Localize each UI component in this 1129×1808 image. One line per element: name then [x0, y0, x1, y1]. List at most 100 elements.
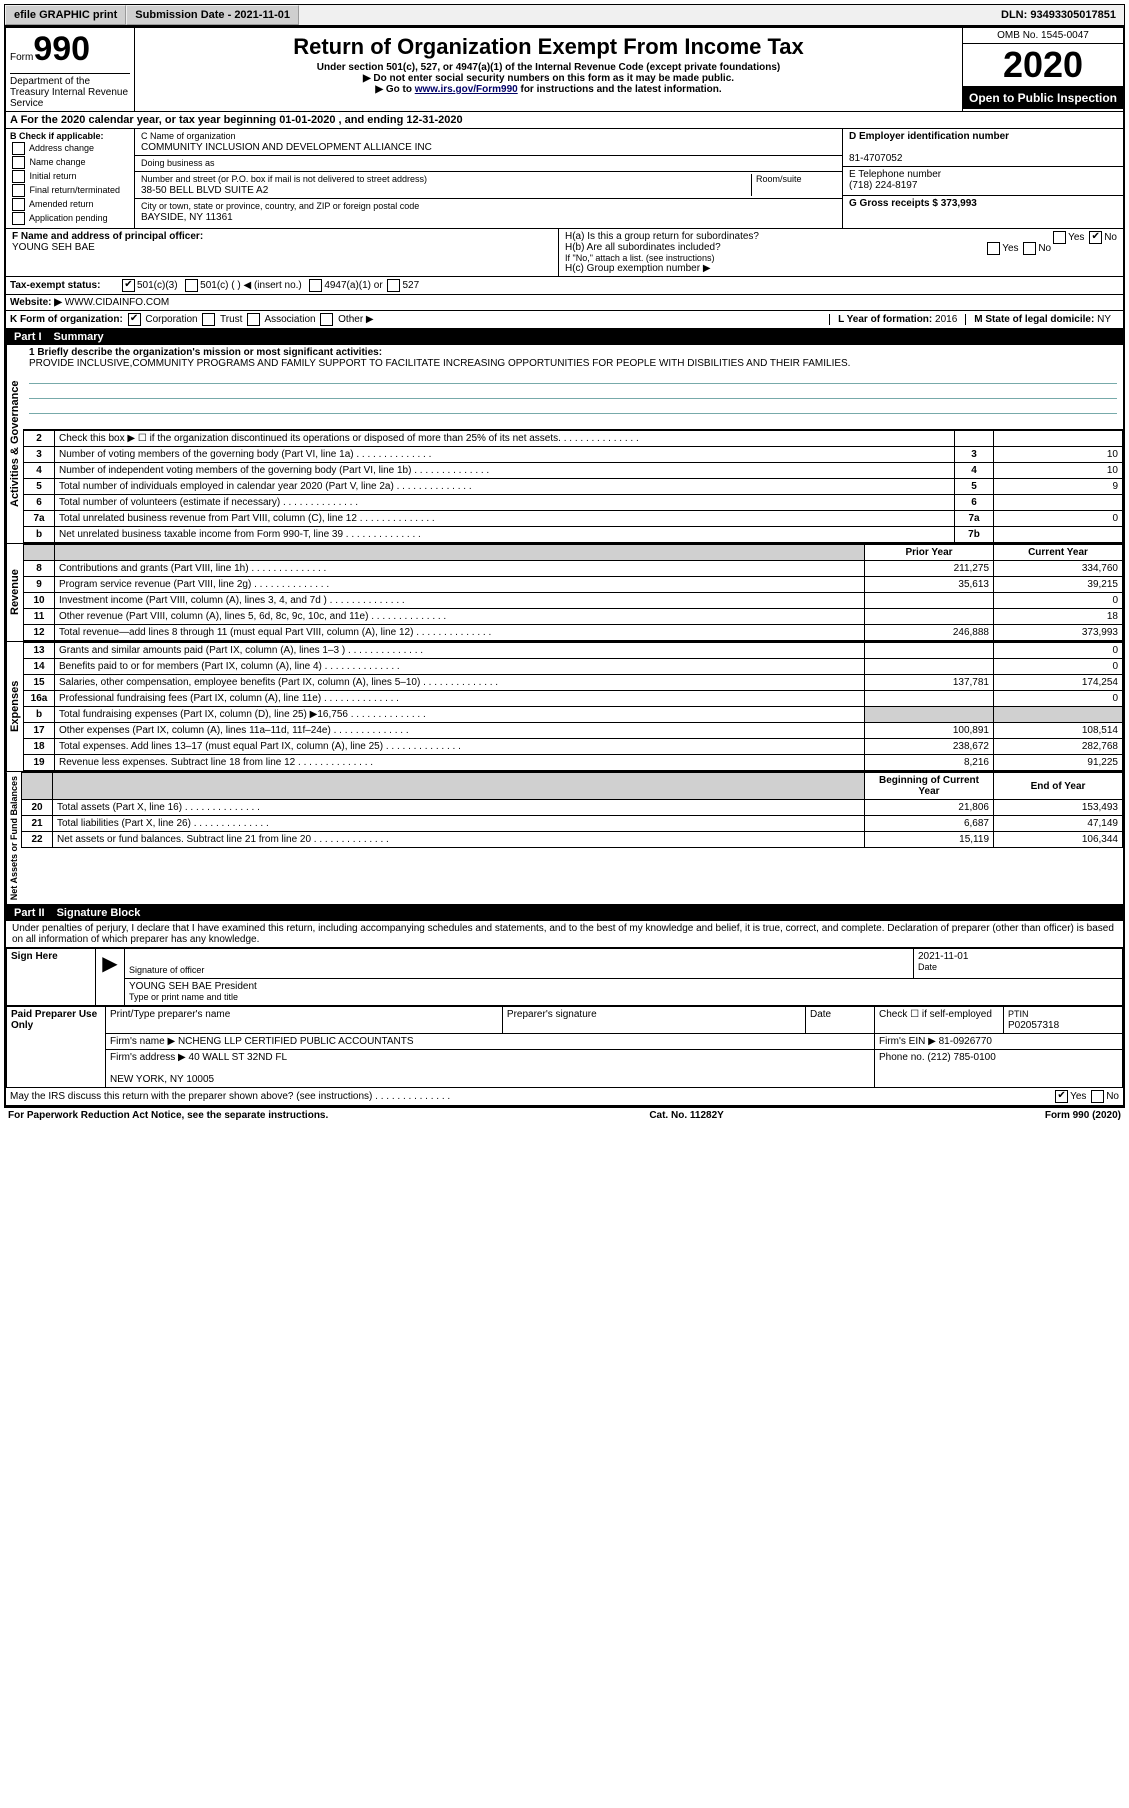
- irs-link[interactable]: www.irs.gov/Form990: [415, 84, 518, 95]
- firm-addr-label: Firm's address ▶: [110, 1052, 186, 1063]
- firm-name: NCHENG LLP CERTIFIED PUBLIC ACCOUNTANTS: [178, 1036, 414, 1047]
- sig-officer-label: Signature of officer: [129, 965, 204, 975]
- hc-label: H(c) Group exemption number ▶: [565, 263, 1117, 274]
- discuss-question: May the IRS discuss this return with the…: [10, 1091, 450, 1102]
- form-990-number: 990: [33, 30, 90, 68]
- netassets-label: Net Assets or Fund Balances: [6, 772, 21, 904]
- footer: For Paperwork Reduction Act Notice, see …: [4, 1108, 1125, 1123]
- discuss-no-checkbox[interactable]: [1091, 1090, 1104, 1103]
- tax-year: 2020: [963, 44, 1123, 87]
- form-container: Form990 Department of the Treasury Inter…: [4, 26, 1125, 1108]
- org-name: COMMUNITY INCLUSION AND DEVELOPMENT ALLI…: [141, 142, 432, 153]
- mission-label: 1 Briefly describe the organization's mi…: [29, 347, 382, 358]
- app-pending-checkbox[interactable]: [12, 212, 25, 225]
- governance-table: 2Check this box ▶ ☐ if the organization …: [23, 430, 1123, 543]
- footer-mid: Cat. No. 11282Y: [649, 1110, 723, 1121]
- phone-label: E Telephone number: [849, 169, 941, 180]
- firm-phone: (212) 785-0100: [927, 1052, 995, 1063]
- other-checkbox[interactable]: [320, 313, 333, 326]
- officer-name: YOUNG SEH BAE President: [129, 981, 257, 992]
- perjury-text: Under penalties of perjury, I declare th…: [6, 921, 1123, 948]
- 501c-checkbox[interactable]: [185, 279, 198, 292]
- hb-no-checkbox[interactable]: [1023, 242, 1036, 255]
- revenue-table: Prior YearCurrent Year8Contributions and…: [23, 544, 1123, 641]
- form-number-cell: Form990 Department of the Treasury Inter…: [6, 28, 135, 111]
- sig-date-label: Date: [918, 962, 937, 972]
- part1-num: Part I: [14, 331, 42, 343]
- omb-number: OMB No. 1545-0047: [963, 28, 1123, 44]
- 4947-checkbox[interactable]: [309, 279, 322, 292]
- footer-right: Form 990 (2020): [1045, 1110, 1121, 1121]
- mission-text: PROVIDE INCLUSIVE,COMMUNITY PROGRAMS AND…: [29, 358, 850, 369]
- principal-officer-name: YOUNG SEH BAE: [12, 242, 95, 253]
- firm-ein-label: Firm's EIN ▶: [879, 1036, 936, 1047]
- footer-left: For Paperwork Reduction Act Notice, see …: [8, 1110, 328, 1121]
- submission-date-button[interactable]: Submission Date - 2021-11-01: [126, 5, 299, 25]
- ein-value: 81-4707052: [849, 153, 902, 164]
- ha-no-checkbox[interactable]: [1089, 231, 1102, 244]
- paid-preparer-block: Paid Preparer Use Only Print/Type prepar…: [6, 1006, 1123, 1088]
- officer-name-label: Type or print name and title: [129, 992, 238, 1002]
- principal-officer-label: F Name and address of principal officer:: [12, 231, 203, 242]
- dba-label: Doing business as: [141, 158, 215, 168]
- efile-print-button[interactable]: efile GRAPHIC print: [5, 5, 126, 25]
- governance-label: Activities & Governance: [6, 345, 23, 543]
- sig-date: 2021-11-01: [918, 951, 968, 962]
- subtitle-2: ▶ Do not enter social security numbers o…: [139, 73, 958, 84]
- ha-label: H(a) Is this a group return for subordin…: [565, 231, 759, 242]
- dept-label: Department of the Treasury Internal Reve…: [10, 73, 130, 109]
- room-label: Room/suite: [756, 174, 802, 184]
- trust-checkbox[interactable]: [202, 313, 215, 326]
- discuss-yes-checkbox[interactable]: [1055, 1090, 1068, 1103]
- box-b-title: B Check if applicable:: [10, 131, 104, 141]
- expense-table: 13Grants and similar amounts paid (Part …: [23, 642, 1123, 771]
- form-word: Form: [10, 52, 33, 63]
- line-a: A For the 2020 calendar year, or tax yea…: [6, 112, 1123, 129]
- ptin-label: PTIN: [1008, 1009, 1029, 1019]
- firm-addr1: 40 WALL ST 32ND FL: [189, 1052, 288, 1063]
- corp-checkbox[interactable]: [128, 313, 141, 326]
- part2-header: Part II Signature Block: [6, 905, 1123, 921]
- city-state-zip: BAYSIDE, NY 11361: [141, 212, 233, 223]
- 527-checkbox[interactable]: [387, 279, 400, 292]
- org-name-label: C Name of organization: [141, 131, 236, 141]
- dln-label: DLN: 93493305017851: [993, 6, 1124, 24]
- initial-return-checkbox[interactable]: [12, 170, 25, 183]
- assoc-checkbox[interactable]: [247, 313, 260, 326]
- hb-yes-checkbox[interactable]: [987, 242, 1000, 255]
- part1-title: Summary: [54, 331, 104, 343]
- expenses-label: Expenses: [6, 642, 23, 771]
- firm-ein: 81-0926770: [939, 1036, 992, 1047]
- top-bar: efile GRAPHIC print Submission Date - 20…: [4, 4, 1125, 26]
- phone-value: (718) 224-8197: [849, 180, 917, 191]
- line-l-val: 2016: [935, 314, 957, 325]
- preparer-name-label: Print/Type preparer's name: [106, 1007, 503, 1034]
- line-m-val: NY: [1097, 314, 1111, 325]
- 501c3-checkbox[interactable]: [122, 279, 135, 292]
- part1-header: Part I Summary: [6, 329, 1123, 345]
- sign-here-label: Sign Here: [7, 949, 96, 1006]
- firm-name-label: Firm's name ▶: [110, 1036, 175, 1047]
- ha-yes-checkbox[interactable]: [1053, 231, 1066, 244]
- website-value: WWW.CIDAINFO.COM: [65, 297, 169, 308]
- firm-phone-label: Phone no.: [879, 1052, 925, 1063]
- addr-label: Number and street (or P.O. box if mail i…: [141, 174, 427, 184]
- self-employed-label: Check ☐ if self-employed: [875, 1007, 1004, 1034]
- form-title: Return of Organization Exempt From Incom…: [139, 34, 958, 60]
- website-label: Website: ▶: [10, 297, 62, 308]
- city-label: City or town, state or province, country…: [141, 201, 419, 211]
- name-change-checkbox[interactable]: [12, 156, 25, 169]
- final-return-checkbox[interactable]: [12, 184, 25, 197]
- subtitle-3-post: for instructions and the latest informat…: [518, 84, 722, 95]
- addr-change-checkbox[interactable]: [12, 142, 25, 155]
- preparer-sig-label: Preparer's signature: [502, 1007, 805, 1034]
- subtitle-3-pre: ▶ Go to: [375, 84, 414, 95]
- preparer-date-label: Date: [806, 1007, 875, 1034]
- subtitle-1: Under section 501(c), 527, or 4947(a)(1)…: [139, 62, 958, 73]
- amended-return-checkbox[interactable]: [12, 198, 25, 211]
- part2-num: Part II: [14, 907, 45, 919]
- line-i-label: Tax-exempt status:: [10, 280, 120, 291]
- part2-title: Signature Block: [57, 907, 141, 919]
- revenue-label: Revenue: [6, 544, 23, 641]
- netassets-table: Beginning of Current YearEnd of Year20To…: [21, 772, 1123, 848]
